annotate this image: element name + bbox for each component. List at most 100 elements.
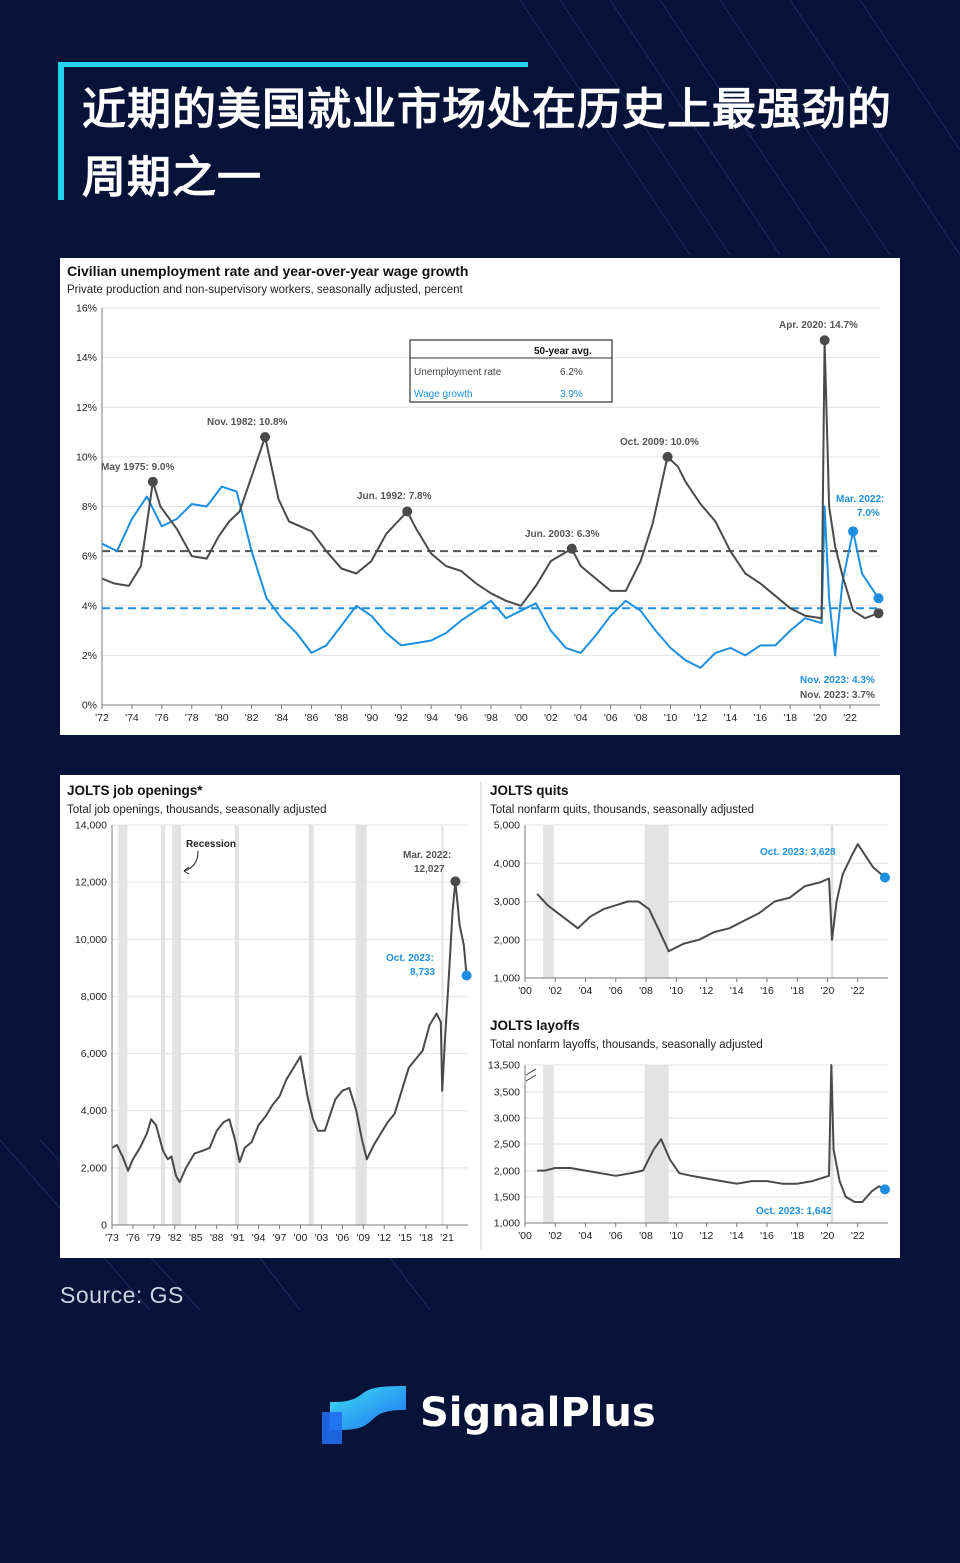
x-tick-label: '90 bbox=[364, 712, 378, 724]
signalplus-logo-icon bbox=[322, 1386, 406, 1444]
x-tick-label: '10 bbox=[669, 1230, 683, 1242]
x-tick-label: '80 bbox=[215, 712, 229, 724]
x-tick-label: '06 bbox=[604, 712, 618, 724]
x-tick-label: '96 bbox=[454, 712, 468, 724]
chart3-title: JOLTS quits bbox=[490, 783, 569, 798]
wage-marker bbox=[873, 593, 884, 604]
y-tick-label: 2,500 bbox=[494, 1139, 520, 1151]
openings-peak-marker bbox=[450, 876, 461, 887]
x-tick-label: '12 bbox=[694, 712, 708, 724]
y-tick-label: 12% bbox=[76, 402, 97, 414]
chart1-subtitle: Private production and non-supervisory w… bbox=[67, 284, 463, 296]
recession-label: Recession bbox=[186, 839, 236, 850]
recession-band bbox=[308, 825, 314, 1225]
recession-band bbox=[441, 825, 444, 1225]
chart4-title: JOLTS layoffs bbox=[490, 1018, 580, 1033]
page-title: 近期的美国就业市场处在历史上最强劲的周期之一 bbox=[82, 84, 892, 203]
openings-latest-marker bbox=[461, 970, 472, 981]
y-tick-label: 14% bbox=[76, 352, 97, 364]
unemployment-peak-marker bbox=[260, 432, 271, 443]
y-tick-label: 4,000 bbox=[81, 1105, 107, 1117]
x-tick-label: '04 bbox=[579, 1230, 593, 1242]
y-tick-label: 1,000 bbox=[494, 973, 520, 985]
x-tick-label: '08 bbox=[639, 985, 653, 997]
x-tick-label: '91 bbox=[231, 1232, 245, 1244]
x-tick-label: '92 bbox=[394, 712, 408, 724]
job-openings-line bbox=[111, 880, 468, 1184]
x-tick-label: '09 bbox=[356, 1232, 370, 1244]
x-tick-label: '02 bbox=[544, 712, 558, 724]
recession-band bbox=[355, 825, 367, 1225]
y-tick-label: 8% bbox=[82, 501, 97, 513]
annotation-nov-1982: Nov. 1982: 10.8% bbox=[207, 417, 288, 428]
y-tick-label: 3,500 bbox=[494, 1087, 520, 1099]
unemployment-peak-marker bbox=[662, 451, 673, 462]
y-tick-label: 2% bbox=[82, 650, 97, 662]
annotation-openings-oct-2023-label: Oct. 2023: bbox=[386, 953, 434, 964]
x-tick-label: '12 bbox=[700, 1230, 714, 1242]
y-tick-label: 14,000 bbox=[75, 820, 107, 832]
annotation-nov-2023-unemployment: Nov. 2023: 3.7% bbox=[800, 690, 875, 701]
annotation-mar-2022-label: Mar. 2022: bbox=[836, 494, 884, 505]
legend-wage-value: 3.9% bbox=[560, 389, 583, 400]
annotation-openings-mar-2022-label: Mar. 2022: bbox=[403, 850, 451, 861]
x-tick-label: '04 bbox=[579, 985, 593, 997]
annotation-may-1975: May 1975: 9.0% bbox=[101, 462, 174, 473]
x-tick-label: '15 bbox=[398, 1232, 412, 1244]
x-tick-label: '78 bbox=[185, 712, 199, 724]
annotation-openings-mar-2022-value: 12,027 bbox=[414, 864, 445, 875]
y-tick-label: 1,500 bbox=[494, 1192, 520, 1204]
chart1-legend-box: 50-year avg. Unemployment rate 6.2% Wage… bbox=[409, 339, 613, 403]
chart2-title: JOLTS job openings* bbox=[67, 783, 203, 798]
x-tick-label: '20 bbox=[813, 712, 827, 724]
recession-band bbox=[160, 825, 166, 1225]
recession-band bbox=[234, 825, 240, 1225]
x-tick-label: '82 bbox=[245, 712, 259, 724]
y-tick-label: 0 bbox=[101, 1220, 107, 1232]
title-accent-top bbox=[58, 62, 528, 67]
recession-band bbox=[172, 825, 182, 1225]
x-tick-label: '20 bbox=[821, 985, 835, 997]
chart1-title: Civilian unemployment rate and year-over… bbox=[67, 263, 468, 279]
x-tick-label: '16 bbox=[760, 1230, 774, 1242]
x-tick-label: '18 bbox=[790, 985, 804, 997]
unemployment-peak-marker bbox=[402, 506, 413, 517]
x-tick-label: '22 bbox=[843, 712, 857, 724]
y-tick-label: 2,000 bbox=[494, 1166, 520, 1178]
y-tick-label: 4% bbox=[82, 600, 97, 612]
x-tick-label: '76 bbox=[155, 712, 169, 724]
unemployment-peak-marker bbox=[566, 543, 577, 554]
y-tick-label: 5,000 bbox=[494, 820, 520, 832]
x-tick-label: '00 bbox=[514, 712, 528, 724]
y-tick-label: 3,000 bbox=[494, 1113, 520, 1125]
legend-unemployment-label: Unemployment rate bbox=[414, 367, 502, 378]
x-tick-label: '94 bbox=[252, 1232, 266, 1244]
unemployment-wage-chart: Civilian unemployment rate and year-over… bbox=[67, 263, 884, 724]
recession-band bbox=[118, 825, 128, 1225]
x-tick-label: '02 bbox=[548, 1230, 562, 1242]
x-tick-label: '74 bbox=[125, 712, 139, 724]
legend-unemployment-value: 6.2% bbox=[560, 367, 583, 378]
source-note: Source: GS bbox=[60, 1282, 184, 1308]
x-tick-label: '00 bbox=[294, 1232, 308, 1244]
x-tick-label: '10 bbox=[669, 985, 683, 997]
annotation-layoffs-oct-2023: Oct. 2023: 1,642 bbox=[756, 1206, 832, 1217]
axis-break-mark bbox=[525, 1068, 537, 1082]
y-tick-label: 2,000 bbox=[81, 1162, 107, 1174]
legend-header: 50-year avg. bbox=[534, 346, 592, 357]
recession-arrowhead bbox=[183, 866, 190, 875]
recession-arrow bbox=[183, 850, 199, 872]
x-tick-label: '94 bbox=[424, 712, 438, 724]
annotation-jun-1992: Jun. 1992: 7.8% bbox=[357, 491, 432, 502]
quits-line bbox=[536, 843, 886, 953]
y-tick-label: 6% bbox=[82, 551, 97, 563]
x-tick-label: '72 bbox=[95, 712, 109, 724]
unemployment-wage-chart-panel: Civilian unemployment rate and year-over… bbox=[60, 258, 900, 735]
y-tick-label: 16% bbox=[76, 303, 97, 315]
annotation-openings-oct-2023-value: 8,733 bbox=[410, 967, 435, 978]
x-tick-label: '12 bbox=[700, 985, 714, 997]
annotation-jun-2003: Jun. 2003: 6.3% bbox=[525, 529, 600, 540]
x-tick-label: '14 bbox=[724, 712, 738, 724]
jolts-openings-chart: JOLTS job openings* Total job openings, … bbox=[67, 781, 890, 1250]
x-tick-label: '06 bbox=[609, 1230, 623, 1242]
